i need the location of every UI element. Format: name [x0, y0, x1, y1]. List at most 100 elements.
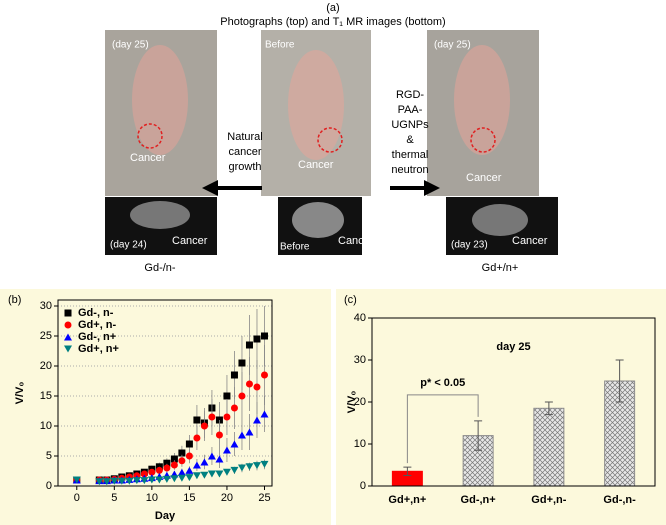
marker [193, 416, 201, 424]
annotation: day 25 [496, 341, 530, 353]
marker [178, 457, 186, 465]
cancer-label: Cancer [512, 235, 548, 247]
cancer-label: Cancer [172, 235, 208, 247]
marker [140, 470, 148, 478]
marker [215, 431, 223, 439]
legend-label: Gd+, n+ [78, 343, 119, 355]
marker [147, 476, 156, 484]
marker [230, 404, 238, 412]
marker [140, 477, 149, 485]
marker [260, 332, 268, 340]
marker [237, 464, 246, 472]
x-tick-label: 0 [74, 492, 80, 504]
marker [132, 477, 141, 485]
arrow-text-line: RGD- [396, 89, 424, 101]
arrow-text-line: Natural [227, 131, 262, 143]
y-tick-label: 5 [46, 450, 52, 462]
legend-label: Gd+, n- [78, 319, 117, 331]
y-tick-label: 15 [40, 390, 52, 402]
marker [170, 455, 178, 463]
panel-title: Photographs (top) and T₁ MR images (bott… [220, 16, 445, 28]
marker [200, 471, 209, 479]
marker [260, 371, 268, 379]
marker [192, 461, 201, 469]
marker [148, 468, 156, 476]
marker [72, 476, 81, 484]
cancer-label: Cancer [466, 172, 502, 184]
marker [223, 392, 231, 400]
tumor-circle [470, 127, 496, 153]
y-axis-label: V/V₀ [346, 391, 358, 414]
left-arrow-text: Natural cancer growth [227, 131, 262, 173]
cancer-label: Cancer [130, 152, 166, 164]
arrow-text-line: cancer [228, 146, 261, 158]
marker [163, 459, 171, 467]
x-tick-label: Gd+,n- [531, 494, 566, 506]
marker [163, 464, 171, 472]
legend-marker [64, 309, 72, 317]
x-tick-label: Gd-,n- [603, 494, 636, 506]
mr-label: (day 23) [451, 240, 488, 251]
y-tick-label: 10 [354, 438, 366, 450]
significance-label: p* < 0.05 [420, 377, 465, 389]
marker [177, 474, 186, 482]
legend-marker [64, 333, 72, 341]
marker [200, 458, 209, 466]
legend-label: Gd-, n+ [78, 331, 116, 343]
arrow-text-line: thermal [392, 149, 429, 161]
caption: Gd+/n+ [482, 262, 519, 274]
marker [200, 422, 208, 430]
plot-frame [57, 299, 273, 487]
photo-label: (day 25) [112, 40, 149, 51]
mr-shape [472, 204, 528, 236]
mr-label: Before [280, 242, 310, 253]
panel-label: (c) [344, 294, 357, 306]
panel-label: (b) [8, 294, 21, 306]
y-tick-label: 30 [354, 354, 366, 366]
marker [252, 416, 261, 424]
marker [155, 466, 163, 474]
y-tick-label: 0 [46, 480, 52, 492]
marker [110, 477, 119, 485]
marker [260, 460, 269, 468]
marker [178, 449, 186, 457]
marker [222, 468, 231, 476]
x-tick-label: 20 [221, 492, 233, 504]
photo-label: (day 25) [434, 40, 471, 51]
marker [253, 335, 261, 343]
marker [185, 440, 193, 448]
marker [185, 452, 193, 460]
y-tick-label: 30 [40, 300, 52, 312]
marker [245, 463, 254, 471]
error-bar [544, 401, 553, 416]
arrow-text-line: PAA- [398, 104, 423, 116]
error-bar [474, 420, 483, 451]
marker [185, 466, 194, 474]
marker [230, 466, 239, 474]
marker [162, 475, 171, 483]
cancer-label: Cancer [338, 235, 374, 247]
caption: Gd-/n- [144, 262, 176, 274]
legend-marker [64, 321, 72, 329]
marker [252, 462, 261, 470]
arrow-text-line: & [406, 134, 414, 146]
arrow-text-line: UGNPs [391, 119, 429, 131]
marker [125, 477, 134, 485]
mr-shape [130, 201, 190, 229]
arrow-text-line: growth [228, 161, 261, 173]
tumor-circle [137, 123, 163, 149]
marker [238, 392, 246, 400]
marker [238, 359, 246, 367]
right-arrow-text: RGD- PAA- UGNPs & thermal neutron [391, 89, 429, 176]
y-tick-label: 20 [40, 360, 52, 372]
plot-frame [371, 317, 656, 487]
significance-bracket [406, 394, 479, 464]
marker [222, 446, 231, 454]
y-axis-label: V/V₀ [14, 382, 26, 405]
y-tick-label: 25 [40, 330, 52, 342]
x-tick-label: 10 [146, 492, 158, 504]
legend-marker [64, 345, 72, 353]
mouse [288, 50, 344, 160]
marker [207, 470, 216, 478]
